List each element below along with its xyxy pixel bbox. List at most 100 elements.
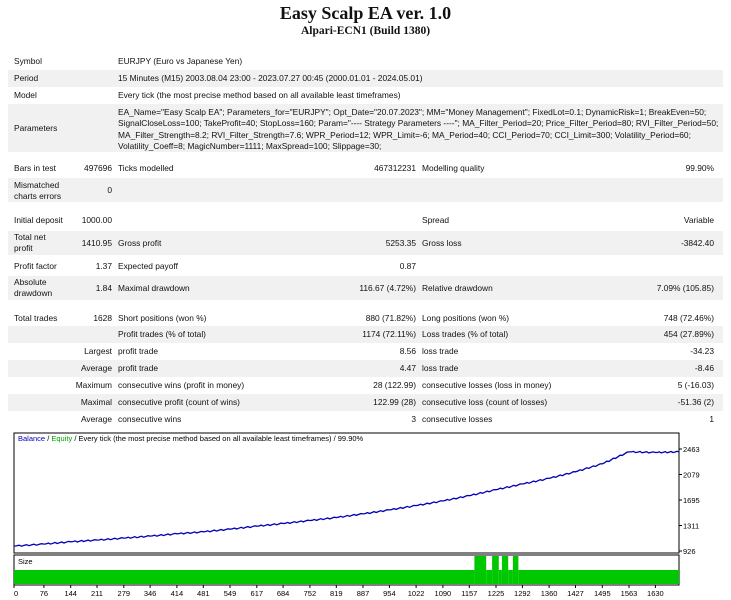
spread-label: Spread	[422, 215, 450, 225]
balance-chart-svg: Balance / Equity / Every tick (the most …	[13, 432, 700, 598]
size-bar	[486, 570, 493, 584]
x-tick-label: 1495	[594, 589, 611, 598]
x-tick-label: 1225	[488, 589, 505, 598]
grossprofit-value: 5253.35	[385, 238, 416, 248]
x-tick-label: 1630	[647, 589, 664, 598]
y-tick-label: 2463	[683, 445, 700, 454]
payoff-label: Expected payoff	[118, 261, 178, 271]
netprofit-value: 1410.95	[81, 238, 112, 248]
x-tick-label: 954	[383, 589, 396, 598]
x-tick-label: 76	[40, 589, 48, 598]
main-plot-frame	[13, 432, 680, 554]
maximal-profit-value: 122.99 (28)	[373, 397, 416, 407]
maximum-label: Maximum	[75, 380, 112, 390]
short-value: 880 (71.82%)	[365, 313, 416, 323]
report-table: Symbol EURJPY (Euro vs Japanese Yen) Per…	[8, 56, 723, 424]
absdd-value: 1.84	[95, 283, 112, 293]
grossloss-label: Gross loss	[422, 238, 462, 248]
x-tick-label: 1360	[541, 589, 558, 598]
size-bar	[518, 570, 679, 584]
symbol-value: EURJPY (Euro vs Japanese Yen)	[118, 56, 243, 66]
deposit-label: Initial deposit	[14, 215, 63, 225]
x-tick-label: 346	[144, 589, 157, 598]
largest-profit-value: 8.56	[399, 346, 416, 356]
long-value: 748 (72.46%)	[663, 313, 714, 323]
x-tick-label: 481	[197, 589, 210, 598]
largest-label: Largest	[84, 346, 112, 356]
legend-sep: /	[45, 434, 51, 443]
size-bar	[512, 556, 519, 584]
grossloss-value: -3842.40	[680, 238, 714, 248]
x-tick-label: 144	[64, 589, 77, 598]
quality-label: Modelling quality	[422, 163, 485, 173]
max-wins-value: 28 (122.99)	[373, 380, 416, 390]
size-bars	[14, 556, 679, 584]
largest-loss-label: loss trade	[422, 346, 459, 356]
mismatch-label-line1: Mismatched	[14, 180, 60, 190]
largest-profit-label: profit trade	[118, 346, 159, 356]
size-bar	[501, 556, 509, 584]
average-loss-label: loss trade	[422, 363, 459, 373]
size-bar	[474, 556, 487, 584]
payoff-value: 0.87	[399, 261, 416, 271]
x-tick-label: 684	[277, 589, 290, 598]
average-profit-label: profit trade	[118, 363, 159, 373]
report-title: Easy Scalp EA ver. 1.0	[279, 3, 452, 23]
balance-line	[13, 450, 680, 547]
max-losses-value: 5 (-16.03)	[677, 380, 714, 390]
mismatch-label-line2: charts errors	[14, 191, 62, 201]
chart-legend: Balance / Equity / Every tick (the most …	[18, 434, 364, 443]
x-tick-label: 1427	[567, 589, 584, 598]
mismatch-value: 0	[107, 185, 112, 195]
absdd-label-line2: drawdown	[14, 288, 53, 298]
parameters-value: EA_Name="Easy Scalp EA"; Parameters_for=…	[118, 107, 719, 151]
period-label: Period	[14, 73, 39, 83]
row-shade-average	[8, 360, 723, 377]
legend-equity: Equity	[51, 434, 72, 443]
parameters-label: Parameters	[14, 123, 58, 133]
grossprofit-label: Gross profit	[118, 238, 162, 248]
x-tick-label: 1563	[621, 589, 638, 598]
largest-loss-value: -34.23	[690, 346, 714, 356]
pf-label: Profit factor	[14, 261, 57, 271]
y-tick-label: 926	[683, 547, 696, 556]
maximal-loss-value: -51.36 (2)	[677, 397, 714, 407]
size-label: Size	[18, 557, 33, 566]
x-tick-label: 414	[171, 589, 184, 598]
reldd-value: 7.09% (105.85)	[656, 283, 714, 293]
maxdd-value: 116.67 (4.72%)	[359, 283, 416, 293]
avg-cons-label: Average	[80, 414, 112, 424]
spread-value: Variable	[683, 215, 714, 225]
size-bar	[508, 570, 513, 584]
x-tick-label: 617	[251, 589, 264, 598]
avg-cons-losses-value: 1	[709, 414, 714, 424]
maxdd-label: Maximal drawdown	[118, 283, 190, 293]
avg-cons-losses-label: consecutive losses	[422, 414, 493, 424]
row-shade-parameters	[8, 104, 723, 152]
x-tick-label: 1090	[435, 589, 452, 598]
average-profit-value: 4.47	[399, 363, 416, 373]
size-bar	[498, 570, 502, 584]
row-shade-netprofit	[8, 231, 723, 255]
maximal-label: Maximal	[80, 397, 112, 407]
y-tick-label: 1311	[683, 522, 699, 531]
y-tick-label: 2079	[683, 471, 700, 480]
x-tick-label: 1292	[514, 589, 531, 598]
x-tick-label: 1022	[408, 589, 425, 598]
x-axis: 0 76 144 211 279 346 414 481 549 617 684 752 819 887 9…	[13, 585, 664, 598]
trades-label: Total trades	[14, 313, 58, 323]
legend-description: / Every tick (the most precise method ba…	[72, 434, 363, 443]
symbol-label: Symbol	[14, 56, 42, 66]
size-bar	[14, 570, 475, 584]
report-subtitle: Alpari-ECN1 (Build 1380)	[300, 25, 431, 37]
row-shade-maximal	[8, 394, 723, 411]
ticks-value: 467312231	[374, 163, 416, 173]
x-tick-label: 819	[330, 589, 343, 598]
x-tick-label: 0	[14, 589, 18, 598]
netprofit-label-line1: Total net	[14, 232, 46, 242]
ticks-label: Ticks modelled	[118, 163, 174, 173]
y-tick-label: 1695	[683, 496, 700, 505]
long-label: Long positions (won %)	[422, 313, 510, 323]
deposit-value: 1000.00	[81, 215, 112, 225]
row-shade-drawdown	[8, 276, 723, 300]
